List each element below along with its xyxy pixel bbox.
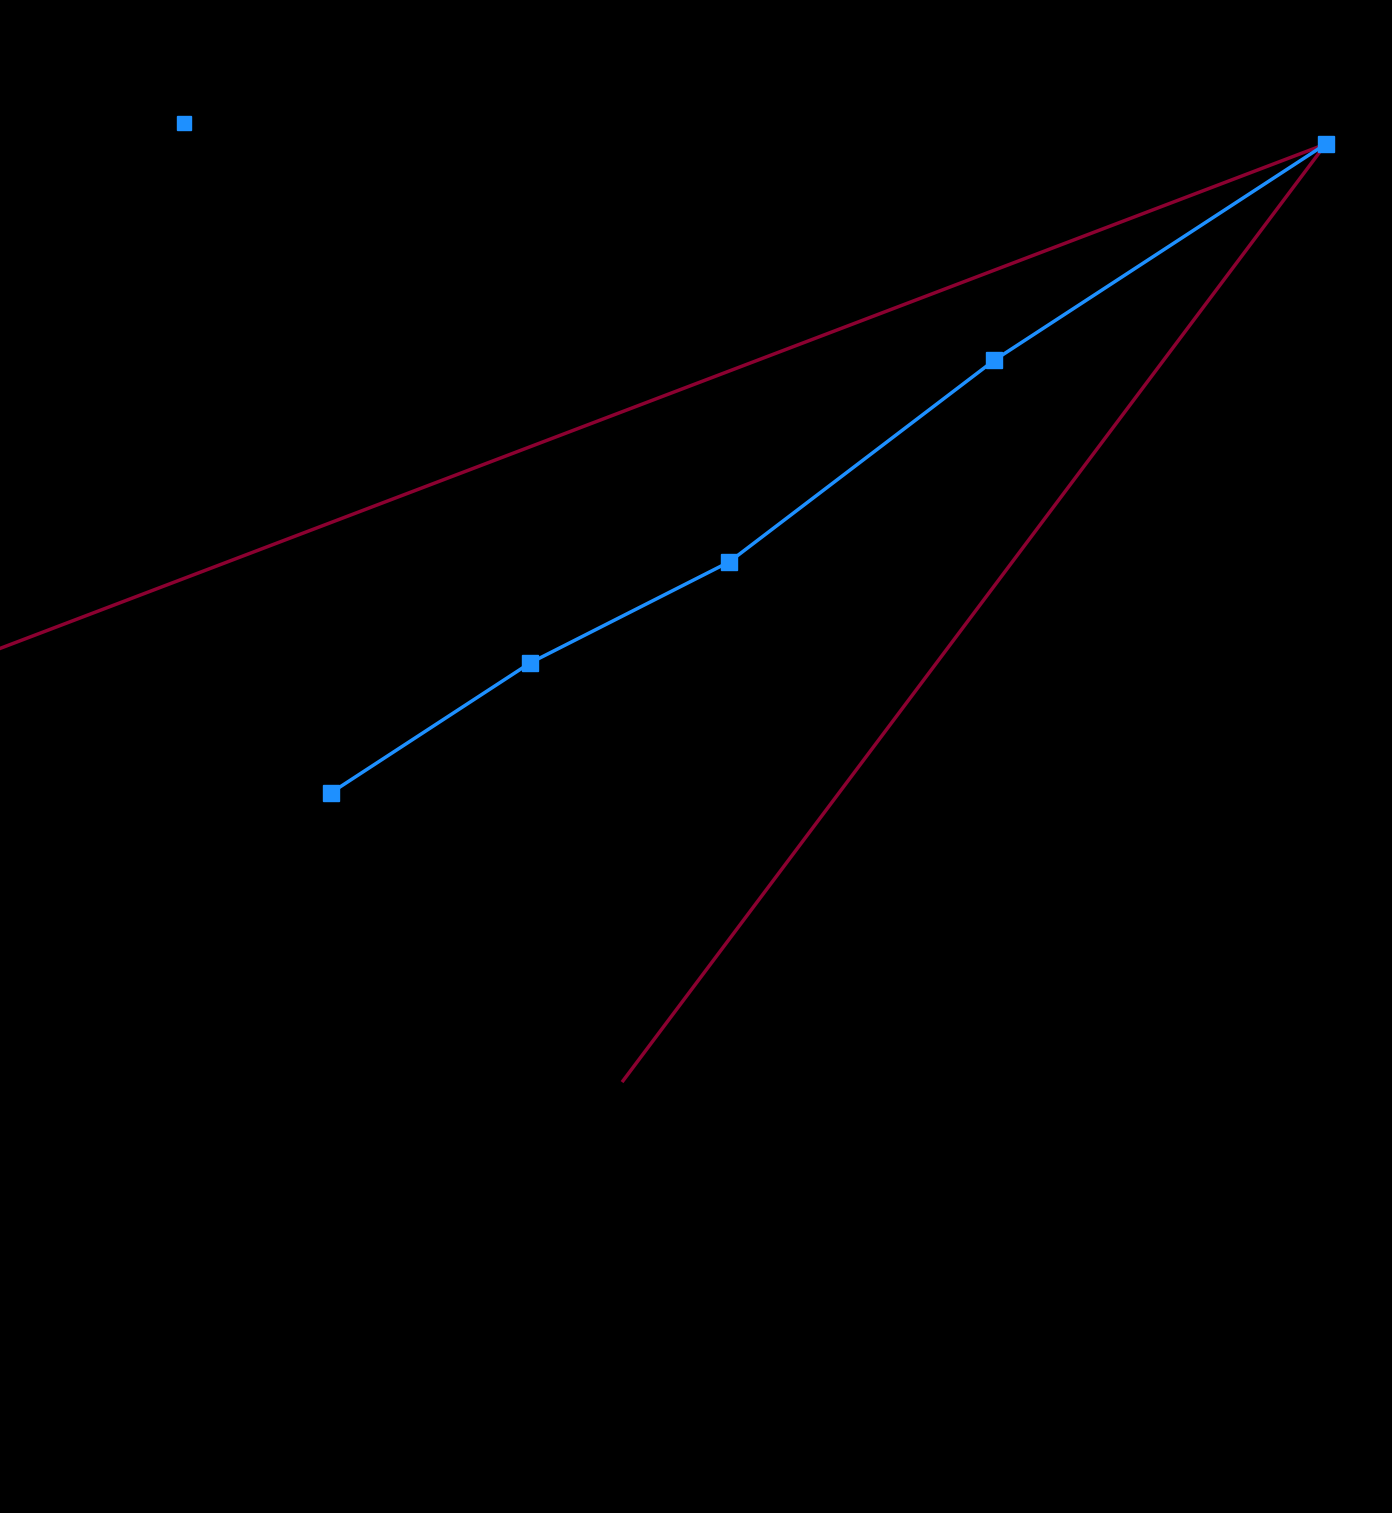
Legend: 	[181, 121, 187, 124]
